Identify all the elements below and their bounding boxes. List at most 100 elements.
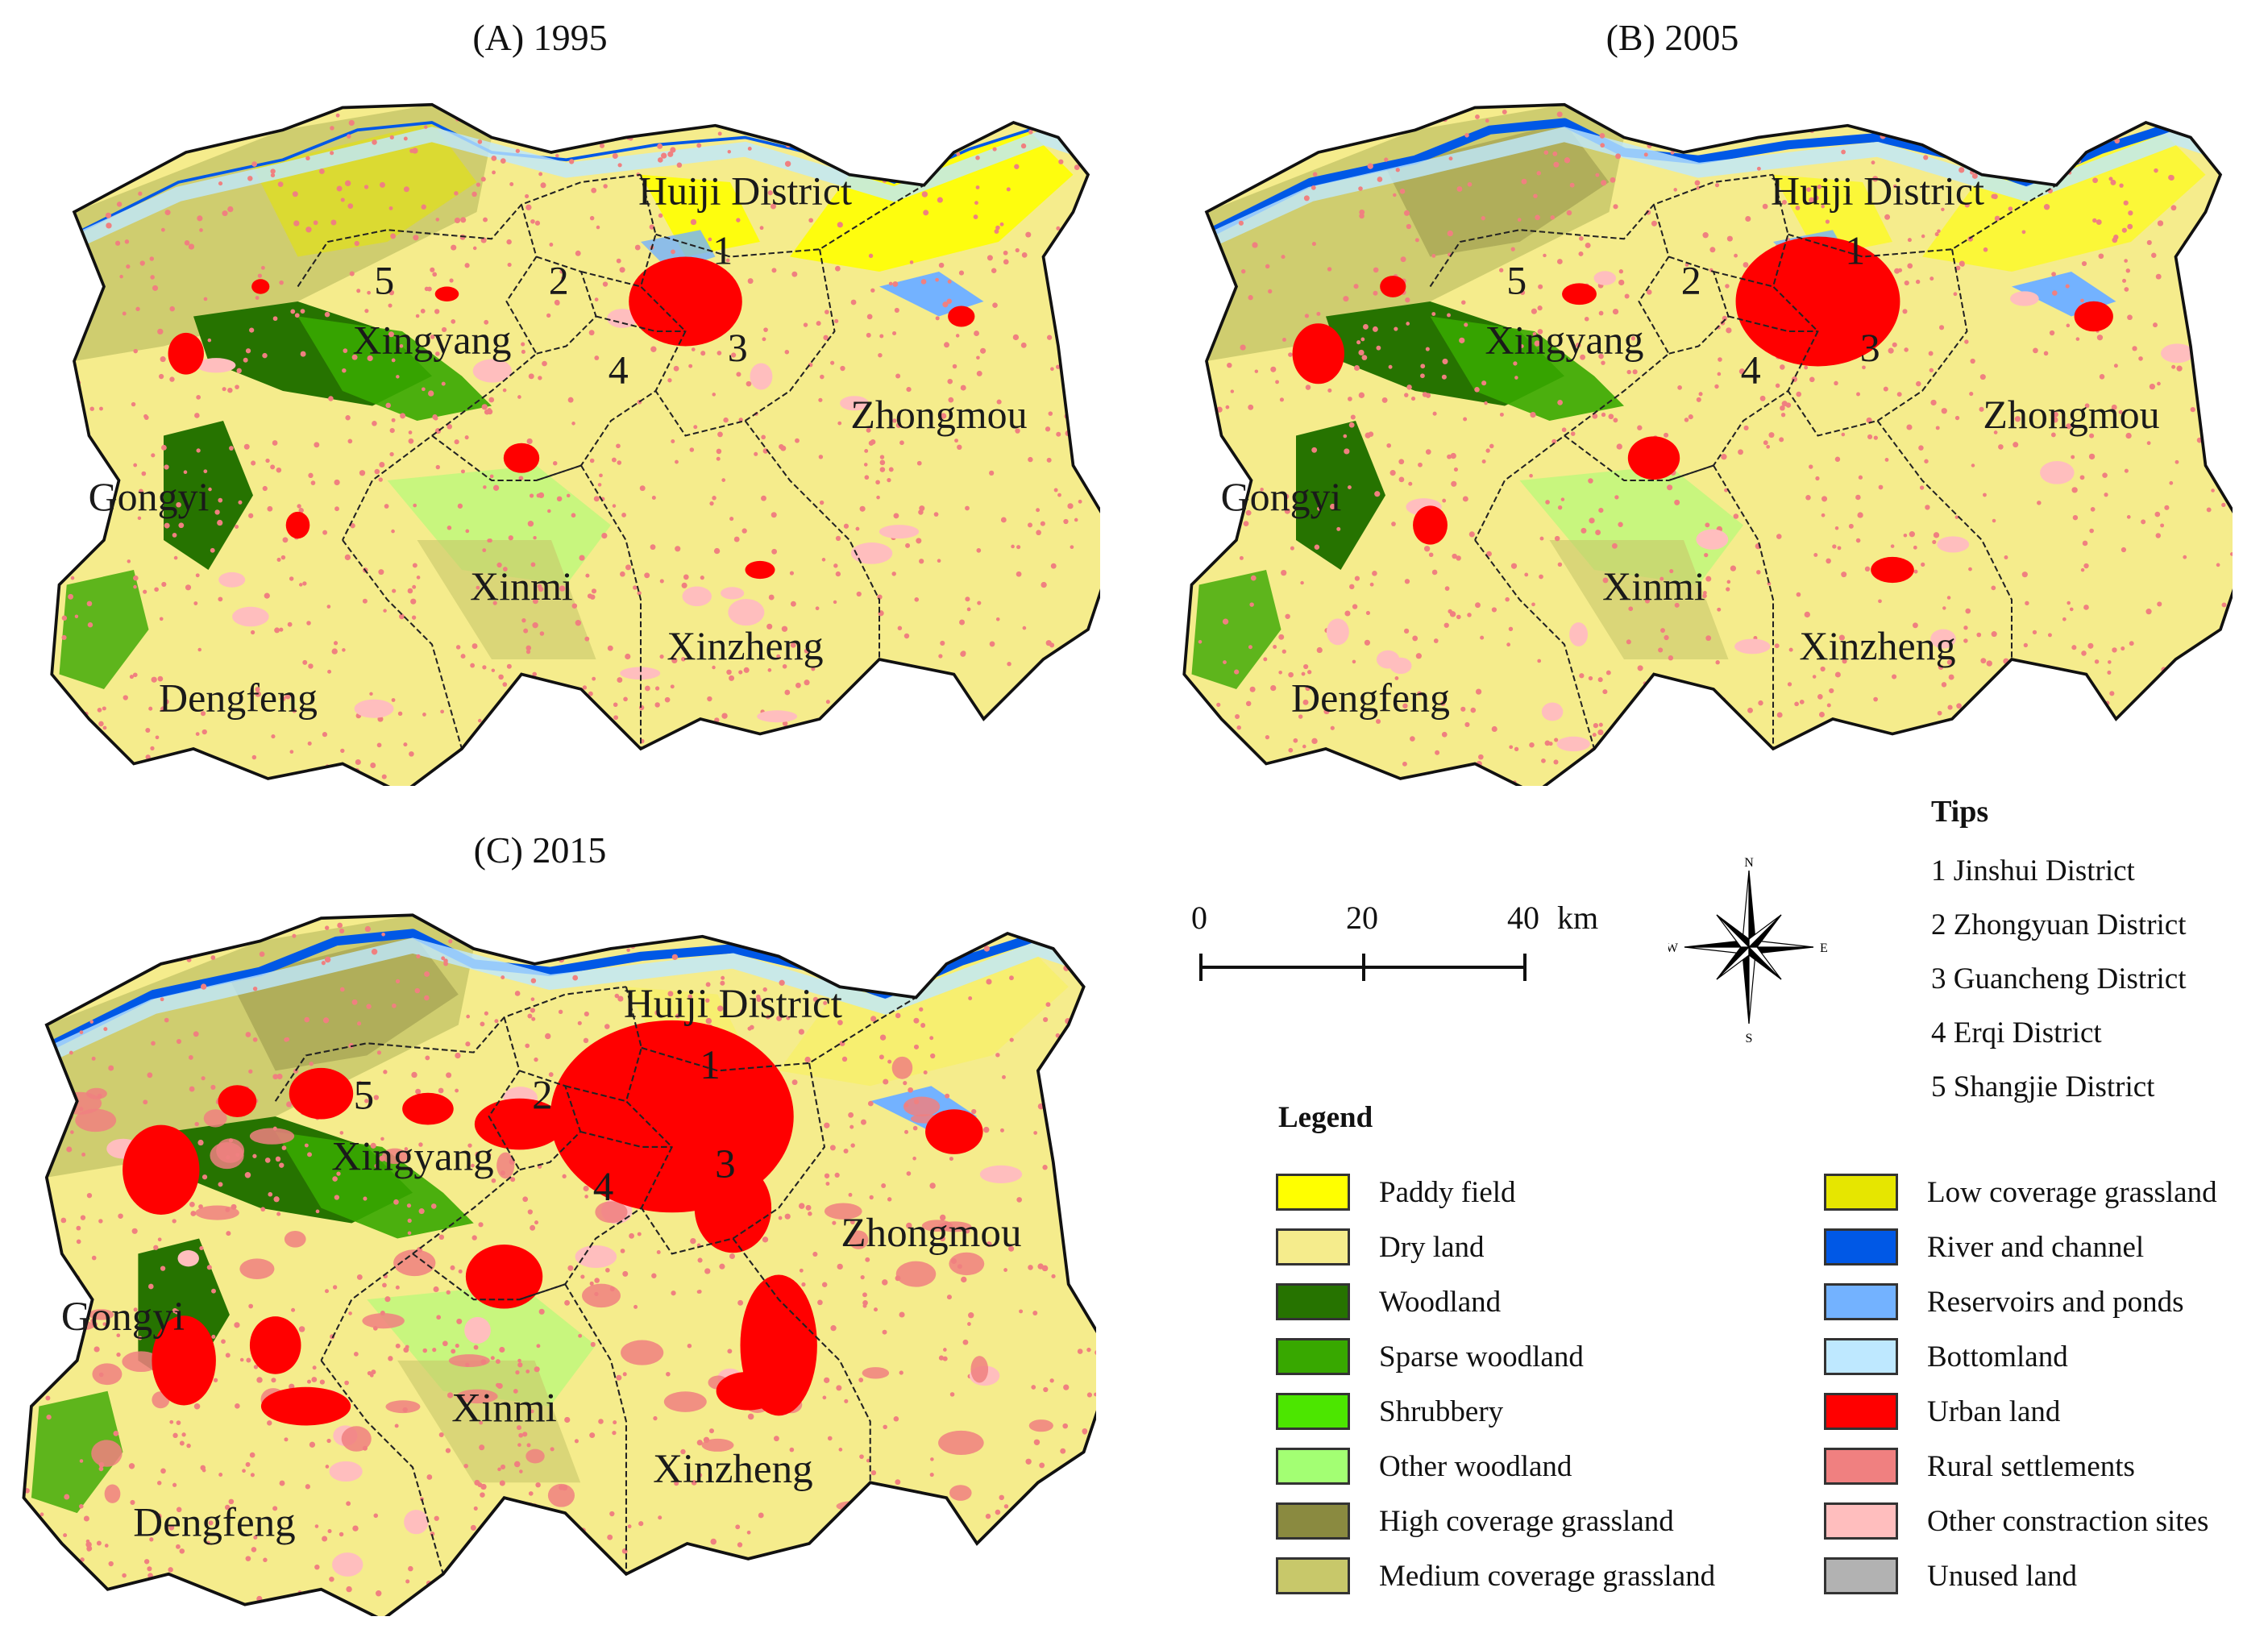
panel-title-2005: (B) 2005 [1605,17,1739,58]
legend-item: Paddy field [1276,1165,1715,1220]
district-number: 4 [609,347,629,393]
district-number: 4 [593,1164,614,1210]
legend-swatch [1824,1393,1898,1430]
district-boundary [654,249,836,437]
district-boundary [519,986,673,1301]
scale-tick-mark [1523,954,1527,981]
legend-item: River and channel [1824,1220,2217,1274]
compass-s: S [1746,1032,1753,1044]
district-boundary [536,174,687,481]
urban-land-area [694,1162,772,1253]
legend-item: Urban land [1824,1384,2217,1439]
urban-land-area [745,560,775,580]
urban-land-area [402,1092,454,1125]
legend-label: Shrubbery [1379,1394,1504,1428]
urban-land-area [285,511,310,539]
district-boundary [1474,204,1670,541]
legend-label: Unused land [1927,1559,2077,1593]
panel-title-2015: (C) 2015 [473,829,607,871]
district-number: 3 [1860,325,1880,370]
district-number: 3 [715,1141,736,1187]
district-boundary [1788,184,2058,258]
urban-land-area [1292,323,1344,384]
legend-title: Legend [1278,1101,1373,1134]
urban-land-area [249,1316,301,1374]
map-label-huiji: Huiji District [624,981,842,1027]
legend-swatch [1276,1502,1350,1540]
district-boundary [1728,315,1818,333]
urban-land-area [168,332,204,375]
legend-item: Medium coverage grassland [1276,1548,1715,1603]
urban-land-area [289,1067,354,1120]
legend-item: Woodland [1276,1274,1715,1329]
map-label-xingyang: Xingyang [331,1133,493,1179]
district-boundary [320,1016,521,1361]
district-boundary [579,1130,672,1148]
district-boundary [641,1062,826,1255]
urban-land-area [629,256,742,347]
tip-item: 5 Shangjie District [1931,1070,2155,1103]
map-label-zhongmou: Zhongmou [1983,392,2159,437]
district-number: 3 [728,325,748,370]
district-boundary [1474,539,1595,750]
scale-tick-0: 0 [1191,900,1207,936]
map-label-dengfeng: Dengfeng [159,675,318,721]
scale-bar: 0 20 40 km [1185,899,1598,995]
map-label-dengfeng: Dengfeng [1291,675,1450,721]
urban-land-area [434,286,459,301]
district-boundary [1787,249,1968,437]
land-use-map-2015: Huiji District Xingyang Zhongmou Gongyi Xinm… [22,913,1096,1616]
urban-land-area [1735,236,1900,367]
tip-item: 4 Erqi District [1931,1016,2102,1049]
district-number: 1 [712,228,733,273]
district-boundary [732,1237,871,1483]
district-boundary [297,173,642,288]
map-label-xinzheng: Xinzheng [653,1446,813,1492]
map-label-xinmi: Xinmi [451,1386,557,1432]
legend-label: Woodland [1379,1285,1502,1319]
tips-panel: Tips 1 Jinshui District 2 Zhongyuan Dist… [1931,794,2187,1114]
urban-land-area [123,1124,200,1215]
district-boundary [1668,174,1819,481]
urban-land-area [503,443,540,473]
city-boundary [50,102,1100,786]
legend-item: Sparse woodland [1276,1329,1715,1384]
urban-land-area [1627,436,1680,480]
map-label-gongyi: Gongyi [1221,474,1342,519]
map-label-huiji: Huiji District [638,168,852,214]
legend-label: Urban land [1927,1394,2061,1428]
city-boundary [1182,102,2233,786]
district-boundary [1429,173,1774,288]
legend-label: Other woodland [1379,1449,1572,1483]
district-boundary [564,1283,627,1574]
tip-item: 3 Guancheng District [1931,962,2187,995]
scale-tick-20: 20 [1346,900,1378,936]
legend-column-2: Low coverage grassland River and channel R… [1824,1165,2217,1603]
compass-w: W [1668,941,1679,955]
district-number: 5 [374,258,394,303]
legend-label: Dry land [1379,1230,1485,1264]
legend-swatch [1824,1502,1898,1540]
legend-item: Dry land [1276,1220,1715,1274]
compass-n: N [1744,856,1754,870]
legend-label: Low coverage grassland [1927,1175,2217,1209]
map-label-zhongmou: Zhongmou [841,1210,1021,1256]
legend-swatch [1824,1228,1898,1266]
district-boundary [320,1360,444,1575]
district-boundary [580,271,642,288]
map-label-dengfeng: Dengfeng [133,1499,295,1545]
district-boundary [1713,464,1775,750]
district-boundary [342,204,538,541]
urban-land-area [474,1098,565,1150]
legend-swatch [1276,1393,1350,1430]
legend-swatch [1824,1174,1898,1211]
legend-item: Other woodland [1276,1439,1715,1494]
legend-item: Rural settlements [1824,1439,2217,1494]
tip-item: 1 Jinshui District [1931,854,2135,887]
district-number: 2 [532,1073,553,1119]
district-number: 4 [1741,347,1761,393]
urban-land-area [1562,283,1597,305]
map-label-huiji: Huiji District [1771,168,1984,214]
compass-e: E [1820,941,1828,955]
district-number: 1 [1845,228,1865,273]
